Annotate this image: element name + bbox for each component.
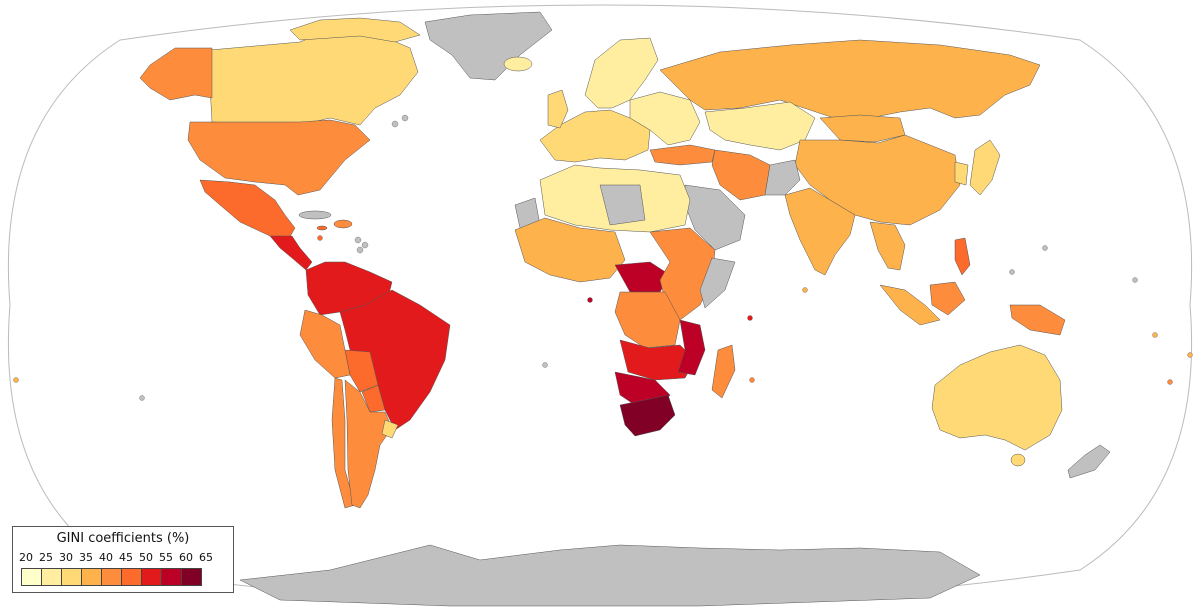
philippines xyxy=(954,237,971,276)
legend-ticks: 20 25 30 35 40 45 50 55 60 65 xyxy=(19,551,229,565)
borneo xyxy=(929,281,966,316)
legend-tick: 55 xyxy=(159,551,173,564)
libya xyxy=(599,184,646,226)
legend-tick: 60 xyxy=(179,551,193,564)
alaska xyxy=(139,47,213,101)
legend-tick: 45 xyxy=(119,551,133,564)
greenland xyxy=(424,11,553,81)
jamaica xyxy=(316,225,328,231)
projection-outline xyxy=(7,4,1193,606)
india xyxy=(784,187,856,276)
central-america xyxy=(269,235,313,271)
iran xyxy=(711,149,771,201)
eastern-europe xyxy=(629,91,701,146)
legend-swatch-20-25 xyxy=(21,568,42,586)
turkey xyxy=(649,144,716,166)
legend-swatch-35-40 xyxy=(81,568,102,586)
uk xyxy=(547,89,569,129)
legend-tick: 35 xyxy=(79,551,93,564)
canada-arctic-islands xyxy=(289,17,421,43)
legend-swatch-30-35 xyxy=(61,568,82,586)
china xyxy=(794,134,961,226)
argentina xyxy=(344,379,393,509)
iceland xyxy=(503,56,533,72)
mexico xyxy=(199,179,296,241)
legend-swatch-50-55 xyxy=(141,568,162,586)
southeast-asia xyxy=(869,221,906,271)
canada xyxy=(209,29,419,126)
paraguay xyxy=(361,384,386,413)
madagascar xyxy=(711,344,736,399)
legend-swatch-45-50 xyxy=(121,568,142,586)
legend-swatch-25-30 xyxy=(41,568,62,586)
australia xyxy=(931,344,1063,451)
mongolia xyxy=(819,114,906,143)
mozambique xyxy=(677,319,706,376)
south-africa xyxy=(619,394,676,437)
legend-title: GINI coefficients (%) xyxy=(56,531,190,546)
bolivia xyxy=(344,349,379,393)
legend-swatch-40-45 xyxy=(101,568,122,586)
western-europe xyxy=(539,109,651,163)
indonesia-west xyxy=(879,284,941,326)
hispaniola xyxy=(333,219,353,229)
legend-tick: 65 xyxy=(199,551,213,564)
legend-tick: 25 xyxy=(39,551,53,564)
somalia xyxy=(699,257,736,309)
kazakhstan xyxy=(704,101,816,151)
legend-tick: 50 xyxy=(139,551,153,564)
small-islands xyxy=(13,114,1193,401)
legend-swatch-60-65 xyxy=(181,568,202,586)
tasmania xyxy=(1010,453,1026,467)
japan xyxy=(969,139,1001,196)
uruguay xyxy=(381,419,399,439)
map-legend: GINI coefficients (%) 20 25 30 35 40 45 … xyxy=(12,526,234,593)
new-zealand xyxy=(1067,444,1111,479)
usa xyxy=(187,119,371,196)
afghanistan xyxy=(764,159,801,196)
korea xyxy=(954,161,969,186)
scandinavia xyxy=(584,37,659,109)
legend-tick: 30 xyxy=(59,551,73,564)
legend-tick: 40 xyxy=(99,551,113,564)
congo xyxy=(614,291,681,349)
new-guinea xyxy=(1009,304,1066,336)
antarctica xyxy=(239,544,981,607)
legend-swatches xyxy=(21,568,202,586)
russia xyxy=(659,39,1041,121)
legend-tick: 20 xyxy=(19,551,33,564)
cuba xyxy=(298,210,332,220)
legend-swatch-55-60 xyxy=(161,568,182,586)
